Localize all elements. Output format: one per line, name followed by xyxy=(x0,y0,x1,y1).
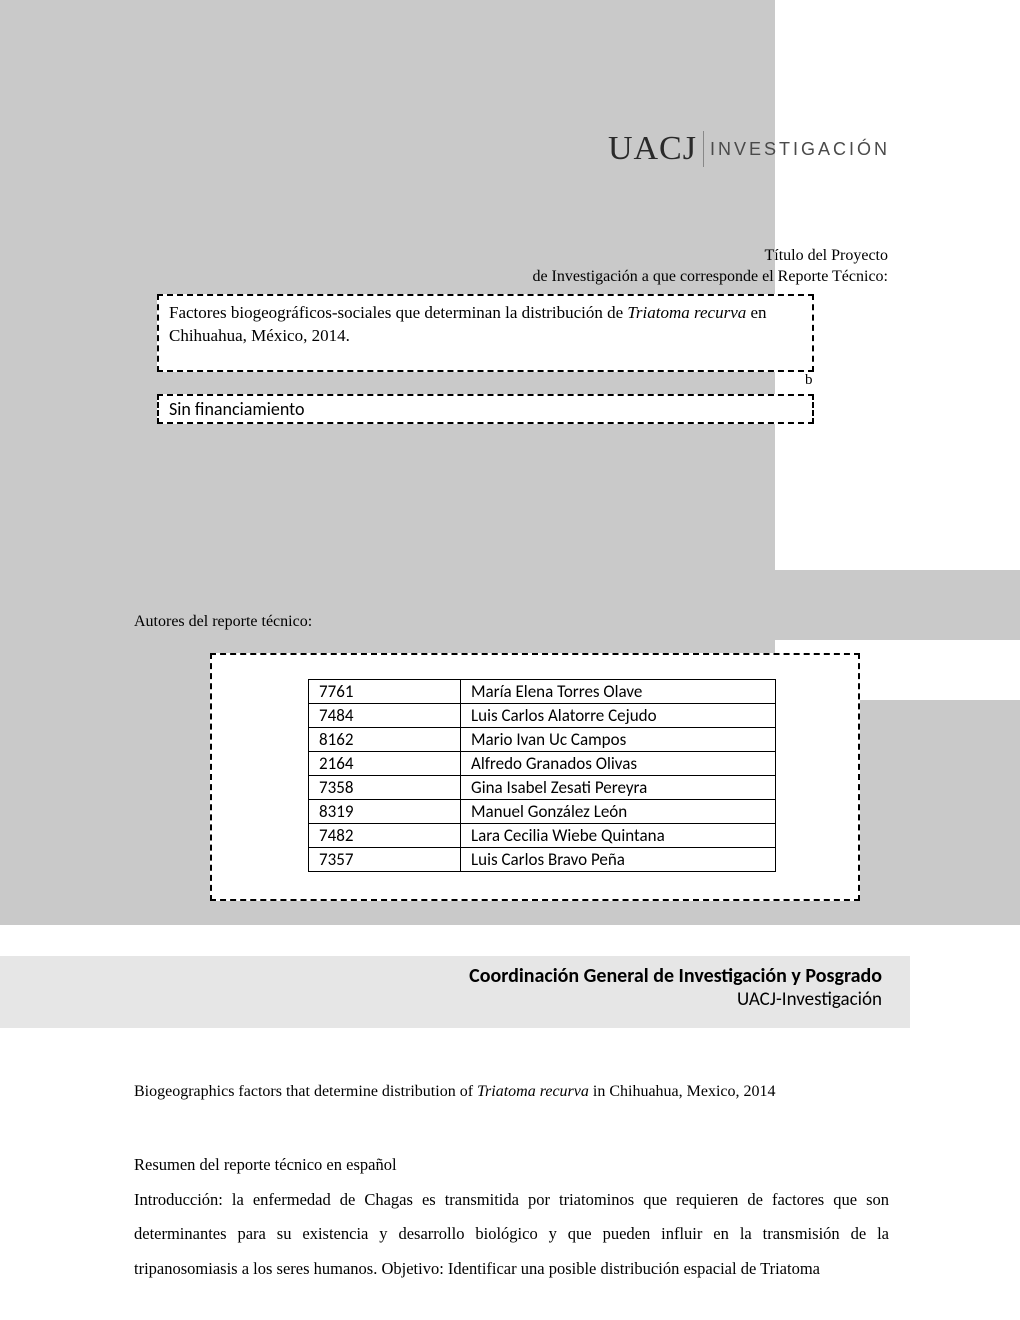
page-container: UACJ INVESTIGACIÓN Título del Proyecto d… xyxy=(0,0,1020,1320)
footer-band: Coordinación General de Investigación y … xyxy=(0,956,910,1028)
resumen-block: Resumen del reporte técnico en español I… xyxy=(134,1148,889,1287)
author-name: Alfredo Granados Olivas xyxy=(461,752,776,776)
author-id: 7484 xyxy=(309,704,461,728)
author-name: Mario Ivan Uc Campos xyxy=(461,728,776,752)
authors-label: Autores del reporte técnico: xyxy=(134,613,312,631)
logo-divider xyxy=(703,131,704,167)
table-row: 7358Gina Isabel Zesati Pereyra xyxy=(309,776,776,800)
financing-text: Sin financiamiento xyxy=(169,398,304,420)
resumen-heading: Resumen del reporte técnico en español xyxy=(134,1148,889,1183)
author-id: 7358 xyxy=(309,776,461,800)
project-title-prefix: Factores biogeográficos-sociales que det… xyxy=(169,303,627,322)
english-title: Biogeographics factors that determine di… xyxy=(134,1083,889,1101)
table-row: 8319Manuel González León xyxy=(309,800,776,824)
header-line2: de Investigación a que corresponde el Re… xyxy=(532,267,888,288)
logo-acronym: UACJ xyxy=(608,130,697,168)
header-label: Título del Proyecto de Investigación a q… xyxy=(532,246,888,288)
table-row: 7357Luis Carlos Bravo Peña xyxy=(309,848,776,872)
author-name: Luis Carlos Alatorre Cejudo xyxy=(461,704,776,728)
author-id: 2164 xyxy=(309,752,461,776)
english-title-italic: Triatoma recurva xyxy=(477,1083,589,1100)
author-id: 7357 xyxy=(309,848,461,872)
footer-line2: UACJ-Investigación xyxy=(0,988,882,1011)
project-title-italic: Triatoma recurva xyxy=(627,303,746,322)
authors-table: 7761María Elena Torres Olave7484Luis Car… xyxy=(308,679,776,872)
author-name: Gina Isabel Zesati Pereyra xyxy=(461,776,776,800)
english-title-suffix: in Chihuahua, Mexico, 2014 xyxy=(589,1083,776,1100)
author-id: 8162 xyxy=(309,728,461,752)
table-row: 7761María Elena Torres Olave xyxy=(309,680,776,704)
author-name: Lara Cecilia Wiebe Quintana xyxy=(461,824,776,848)
table-row: 2164Alfredo Granados Olivas xyxy=(309,752,776,776)
footer-line1: Coordinación General de Investigación y … xyxy=(0,964,882,988)
english-title-prefix: Biogeographics factors that determine di… xyxy=(134,1083,477,1100)
author-id: 7761 xyxy=(309,680,461,704)
header-line1: Título del Proyecto xyxy=(532,246,888,267)
authors-box: 7761María Elena Torres Olave7484Luis Car… xyxy=(210,653,860,901)
stray-character: b xyxy=(805,372,813,389)
table-row: 7482Lara Cecilia Wiebe Quintana xyxy=(309,824,776,848)
resumen-body: Introducción: la enfermedad de Chagas es… xyxy=(134,1183,889,1287)
author-name: María Elena Torres Olave xyxy=(461,680,776,704)
table-row: 7484Luis Carlos Alatorre Cejudo xyxy=(309,704,776,728)
author-id: 7482 xyxy=(309,824,461,848)
author-id: 8319 xyxy=(309,800,461,824)
logo-subtitle: INVESTIGACIÓN xyxy=(710,139,890,160)
author-name: Manuel González León xyxy=(461,800,776,824)
financing-box: Sin financiamiento xyxy=(157,394,814,424)
project-title-box: Factores biogeográficos-sociales que det… xyxy=(157,294,814,372)
author-name: Luis Carlos Bravo Peña xyxy=(461,848,776,872)
logo: UACJ INVESTIGACIÓN xyxy=(608,130,890,168)
table-row: 8162Mario Ivan Uc Campos xyxy=(309,728,776,752)
